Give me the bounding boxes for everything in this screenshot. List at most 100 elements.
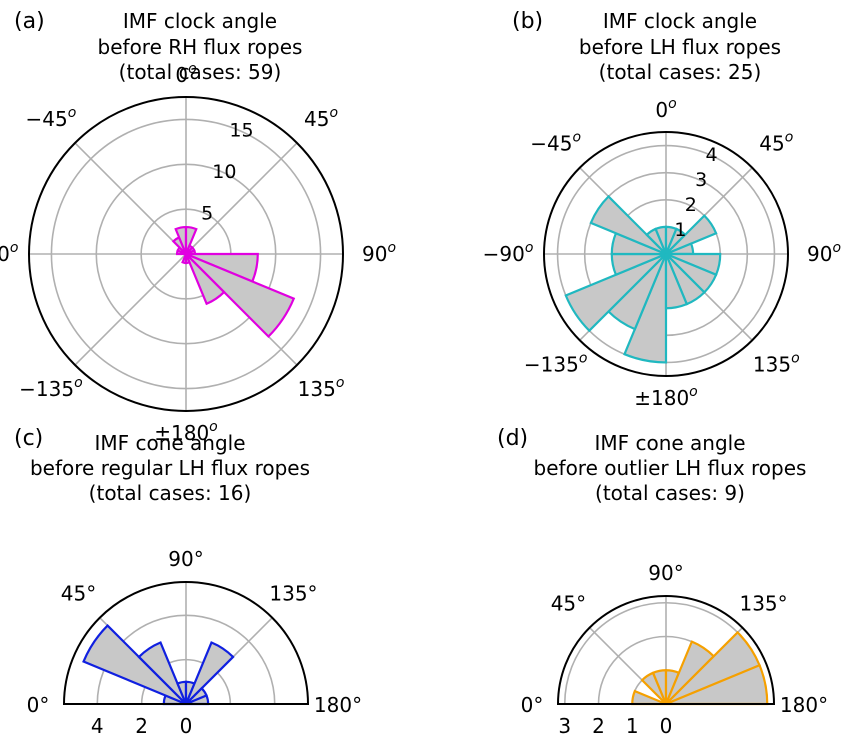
angle-tick-label: 135o bbox=[298, 375, 345, 401]
angle-tick-label: ±180o bbox=[154, 419, 218, 445]
angle-tick-label: −45o bbox=[530, 130, 581, 156]
angle-tick-degree-mark: o bbox=[579, 350, 588, 366]
radial-tick-label: 0 bbox=[660, 714, 673, 738]
angle-tick-label: 0o bbox=[655, 96, 676, 122]
angle-tick-value: 135 bbox=[298, 377, 336, 401]
chart-title-line: IMF cone angle bbox=[594, 431, 745, 455]
chart-title-line: before outlier LH flux ropes bbox=[534, 456, 807, 480]
histogram-bar bbox=[184, 641, 235, 705]
panel-label: (c) bbox=[14, 426, 43, 451]
angle-tick-degree-mark: o bbox=[785, 130, 794, 146]
angle-tick-label: 90° bbox=[648, 561, 683, 585]
angle-tick-value: −45 bbox=[530, 132, 572, 156]
angle-tick-degree-mark: o bbox=[573, 130, 582, 146]
radial-tick-label: 2 bbox=[592, 714, 605, 738]
radial-tick-label: 1 bbox=[674, 219, 686, 241]
angle-tick-degree-mark: o bbox=[791, 350, 800, 366]
angle-tick-label: 45o bbox=[304, 105, 338, 131]
angle-tick-degree-mark: o bbox=[10, 240, 19, 256]
angle-tick-label: 0o bbox=[175, 61, 196, 87]
angle-tick-label: −135o bbox=[19, 375, 83, 401]
histogram-bar bbox=[589, 194, 667, 256]
angle-tick-label: ±180o bbox=[634, 384, 698, 410]
histogram-bar bbox=[185, 252, 296, 339]
chart-title-line: (total cases: 25) bbox=[599, 60, 762, 84]
angle-tick-degree-mark: o bbox=[329, 105, 338, 121]
histogram-bar bbox=[184, 253, 191, 265]
radial-tick-label: 4 bbox=[91, 714, 104, 738]
angle-tick-value: −90 bbox=[0, 242, 10, 266]
histogram-bar bbox=[137, 641, 188, 705]
radial-tick-label: 1 bbox=[626, 714, 639, 738]
angle-tick-label: 180° bbox=[314, 693, 362, 717]
panel-label: (d) bbox=[497, 426, 528, 451]
polar-frame bbox=[543, 131, 789, 377]
angle-tick-value: ±180 bbox=[154, 421, 209, 445]
radial-tick-label: 3 bbox=[695, 169, 707, 191]
histogram-bar bbox=[564, 252, 667, 333]
angle-tick-degree-mark: o bbox=[336, 375, 345, 391]
angle-tick-label: 135° bbox=[269, 582, 317, 606]
histogram-bar bbox=[82, 624, 187, 706]
radial-tick-label: 5 bbox=[201, 203, 213, 225]
angle-tick-label: −90o bbox=[483, 240, 534, 266]
angle-tick-value: 0 bbox=[175, 63, 188, 87]
angle-tick-value: 45 bbox=[304, 107, 329, 131]
radial-tick-label: 0 bbox=[180, 714, 193, 738]
angle-tick-label: 135o bbox=[753, 350, 800, 376]
polar-frame bbox=[62, 581, 310, 705]
polar-frame bbox=[28, 96, 344, 412]
angle-tick-degree-mark: o bbox=[209, 419, 218, 435]
angle-tick-label: 45° bbox=[551, 591, 586, 615]
angle-tick-degree-mark: o bbox=[525, 240, 534, 256]
panel-label: (b) bbox=[512, 9, 543, 34]
angle-tick-label: 0° bbox=[27, 693, 50, 717]
chart-title-line: before regular LH flux ropes bbox=[30, 456, 310, 480]
panel-c: 4 2 0 0° 45° 90° 135° 180° IMF cone anglebefore … bbox=[14, 426, 362, 738]
chart-title-line: IMF clock angle bbox=[123, 9, 277, 33]
histogram-bar bbox=[664, 253, 689, 310]
angle-tick-value: −135 bbox=[524, 352, 579, 376]
chart-title-line: before RH flux ropes bbox=[98, 35, 303, 59]
histogram-bar bbox=[184, 253, 226, 306]
angle-tick-value: ±180 bbox=[634, 386, 689, 410]
chart-title-line: IMF clock angle bbox=[603, 9, 757, 33]
panel-label: (a) bbox=[14, 9, 45, 34]
angle-tick-label: −90o bbox=[0, 240, 18, 266]
angle-tick-label: 90° bbox=[168, 547, 203, 571]
radial-tick-label: 10 bbox=[212, 161, 236, 183]
chart-title-line: (total cases: 59) bbox=[119, 60, 282, 84]
angle-tick-degree-mark: o bbox=[832, 240, 841, 256]
chart-title-line: before LH flux ropes bbox=[579, 35, 781, 59]
angle-tick-degree-mark: o bbox=[74, 375, 83, 391]
polar-frame bbox=[556, 595, 776, 705]
grid-spoke bbox=[74, 142, 187, 255]
angle-tick-value: −135 bbox=[19, 377, 74, 401]
panel-d: 3 2 1 0 0° 45° 90° 135° 180° IMF cone anglebefore… bbox=[497, 426, 828, 738]
angle-tick-label: 45o bbox=[759, 130, 793, 156]
chart-title-line: (total cases: 9) bbox=[595, 481, 745, 505]
radial-tick-label: 4 bbox=[705, 144, 717, 166]
radial-tick-label: 2 bbox=[685, 194, 697, 216]
grid-spoke bbox=[74, 253, 187, 366]
angle-tick-degree-mark: o bbox=[387, 240, 396, 256]
angle-tick-value: 45 bbox=[759, 132, 784, 156]
radial-tick-label: 3 bbox=[558, 714, 571, 738]
angle-tick-label: −135o bbox=[524, 350, 588, 376]
angle-tick-degree-mark: o bbox=[689, 384, 698, 400]
angle-tick-degree-mark: o bbox=[68, 105, 77, 121]
angle-tick-value: 0 bbox=[655, 98, 668, 122]
angle-tick-label: 0° bbox=[521, 693, 544, 717]
angle-tick-value: −90 bbox=[483, 242, 525, 266]
chart-title-line: IMF cone angle bbox=[94, 431, 245, 455]
angle-tick-value: −45 bbox=[26, 107, 68, 131]
angle-tick-label: 45° bbox=[61, 582, 96, 606]
radial-tick-label: 15 bbox=[229, 120, 253, 142]
angle-tick-value: 135 bbox=[753, 352, 791, 376]
angle-tick-label: 180° bbox=[780, 693, 828, 717]
histogram-bar bbox=[665, 214, 718, 256]
angle-tick-label: −45o bbox=[26, 105, 77, 131]
